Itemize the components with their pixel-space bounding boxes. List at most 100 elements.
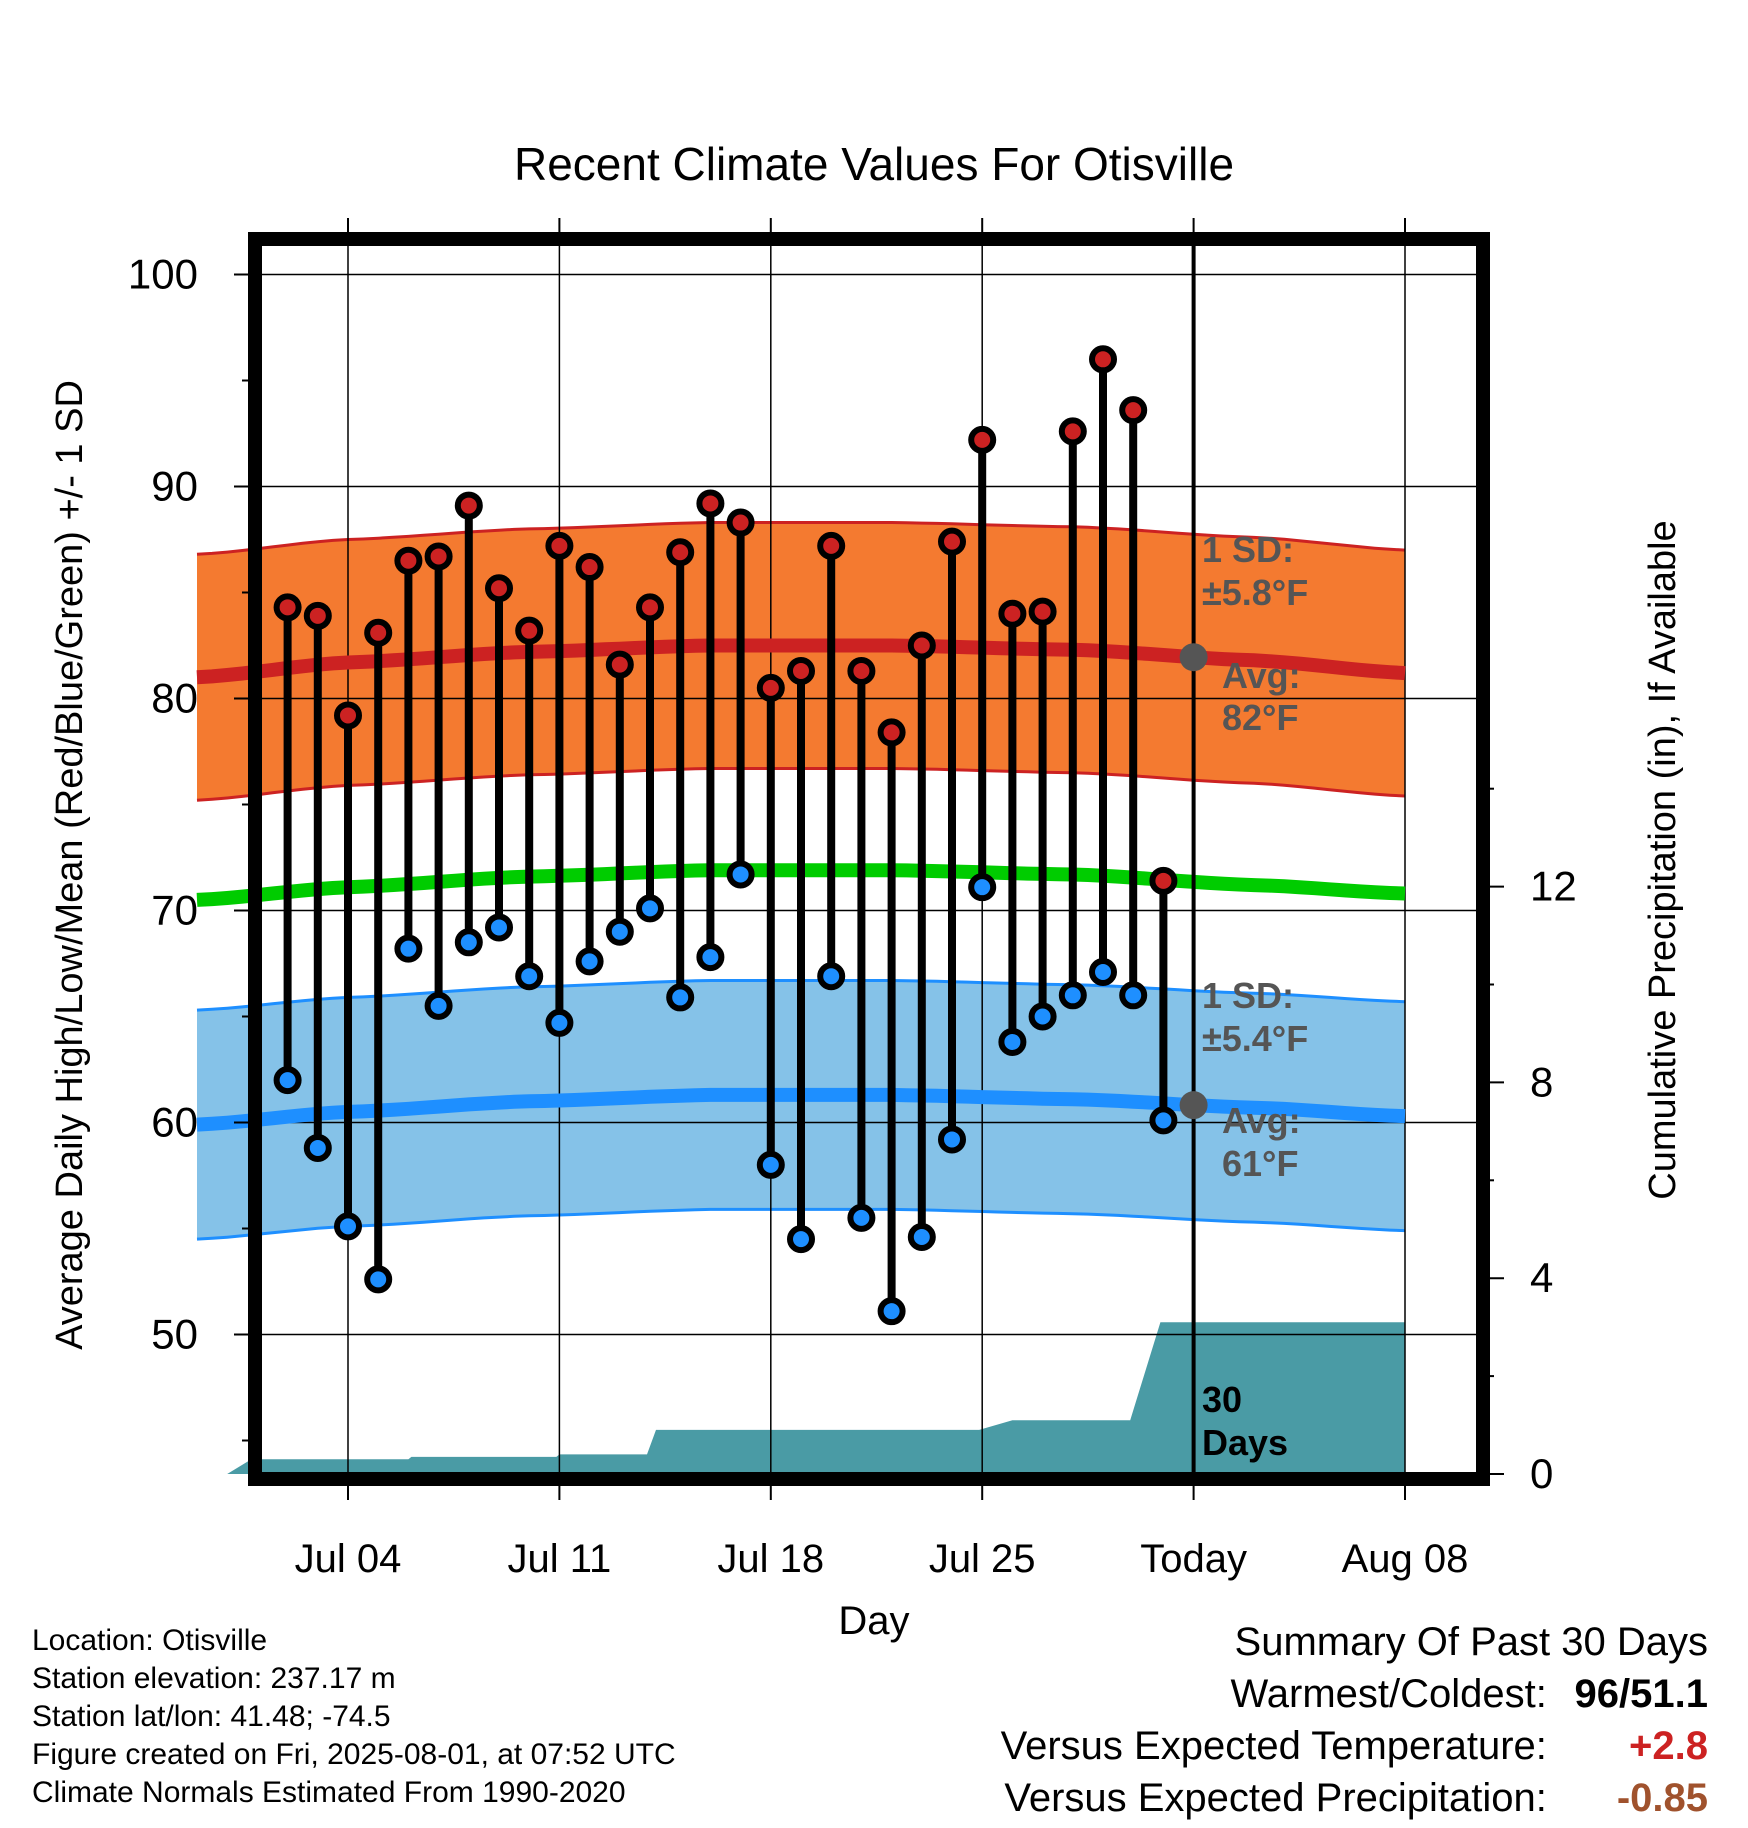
warmest-value: 96	[1574, 1672, 1620, 1716]
y-tick-label: 90	[151, 463, 198, 510]
low-point	[334, 1212, 362, 1241]
high-point	[877, 718, 906, 747]
y-tick-label: 60	[151, 1099, 198, 1146]
precip-anomaly-label: Versus Expected Precipitation:	[1004, 1776, 1547, 1820]
high-point	[1028, 597, 1057, 626]
low-sd-value: ±5.4°F	[1202, 1018, 1308, 1059]
low-point	[938, 1125, 966, 1154]
warmest-coldest-label: Warmest/Coldest:	[1230, 1672, 1547, 1716]
window-label-unit: Days	[1202, 1422, 1288, 1463]
temp-anomaly-label: Versus Expected Temperature:	[1000, 1724, 1547, 1768]
precip-anomaly-value: -0.85	[1616, 1776, 1708, 1820]
low-point	[847, 1203, 876, 1232]
precip-anomaly-row: Versus Expected Precipitation: -0.85	[1001, 1772, 1708, 1824]
high-point	[394, 546, 423, 575]
high-point	[636, 593, 664, 622]
high-sd-value: ±5.8°F	[1202, 572, 1308, 613]
high-point	[1058, 417, 1087, 446]
low-point	[605, 917, 634, 946]
y2-tick-label: 12	[1530, 863, 1577, 910]
high-point	[666, 538, 695, 567]
temp-anomaly-row: Versus Expected Temperature: +2.8	[1001, 1720, 1708, 1772]
high-sd-label: 1 SD:	[1202, 529, 1294, 570]
y-tick-label: 80	[151, 675, 198, 722]
low-point	[998, 1027, 1027, 1056]
high-point	[696, 489, 725, 518]
high-point	[1119, 396, 1148, 425]
window-label-count: 30	[1202, 1379, 1242, 1420]
high-point	[998, 599, 1027, 628]
high-point	[454, 491, 483, 520]
high-point	[273, 593, 302, 622]
daily-points	[273, 345, 1178, 1326]
low-point	[394, 934, 423, 963]
low-point	[666, 983, 695, 1012]
today-low-avg-marker	[1179, 1091, 1208, 1120]
low-point	[907, 1222, 936, 1251]
low-point	[726, 860, 755, 889]
station-info: Location: Otisville Station elevation: 2…	[32, 1622, 676, 1812]
daily-stems	[283, 359, 1168, 1312]
y2-axis-label: Cumulative Precipitation (in), If Availa…	[1642, 520, 1684, 1199]
location-text: Location: Otisville	[32, 1624, 268, 1657]
high-point	[1149, 866, 1178, 895]
high-point	[334, 701, 362, 730]
high-point	[515, 616, 544, 645]
low-point	[1058, 981, 1087, 1010]
summary-title: Summary Of Past 30 Days	[1234, 1620, 1708, 1664]
x-tick-label: Jul 25	[929, 1537, 1036, 1581]
y-axis-label: Average Daily High/Low/Mean (Red/Blue/Gr…	[49, 380, 91, 1350]
precip-area	[197, 1322, 1405, 1474]
created-text: Figure created on Fri, 2025-08-01, at 07…	[32, 1738, 676, 1771]
high-point	[545, 531, 574, 560]
y2-tick-label: 8	[1530, 1058, 1553, 1105]
plot-border	[248, 232, 1490, 1486]
high-point	[817, 531, 846, 560]
low-avg-label: Avg:	[1222, 1100, 1301, 1141]
x-axis-label: Day	[838, 1599, 909, 1643]
x-tick-label: Jul 11	[508, 1537, 612, 1581]
normals-text: Climate Normals Estimated From 1990-2020	[32, 1776, 626, 1809]
x-tick-label: Today	[1140, 1537, 1247, 1581]
low-point	[273, 1066, 302, 1095]
high-point	[938, 527, 966, 556]
summary-panel: Summary Of Past 30 Days Warmest/Coldest:…	[1001, 1616, 1708, 1824]
high-point	[605, 650, 634, 679]
coldest-value: /51.1	[1619, 1672, 1708, 1716]
high-sd-band-upper-edge	[196, 521, 1406, 556]
high-point	[364, 618, 393, 647]
low-point	[1028, 1002, 1057, 1031]
precipitation-area	[197, 1322, 1405, 1474]
high-avg-value: 82°F	[1222, 697, 1298, 738]
temp-anomaly-value: +2.8	[1629, 1724, 1708, 1768]
low-point	[968, 873, 997, 902]
elevation-text: Station elevation: 237.17 m	[32, 1662, 396, 1695]
low-point	[545, 1008, 574, 1037]
y2-tick-label: 0	[1530, 1450, 1553, 1497]
x-tick-label: Jul 04	[295, 1537, 402, 1581]
low-point	[696, 943, 725, 972]
today-high-avg-marker	[1179, 643, 1208, 672]
high-point	[485, 574, 513, 603]
high-point	[726, 508, 755, 537]
low-point	[424, 991, 453, 1020]
low-point	[877, 1297, 906, 1326]
low-point	[756, 1150, 785, 1179]
x-tick-label: Jul 18	[717, 1537, 824, 1581]
plot-frame	[248, 232, 1490, 1486]
x-tick-label: Aug 08	[1342, 1537, 1469, 1581]
low-point	[303, 1133, 332, 1162]
low-point	[575, 947, 604, 976]
high-point	[847, 656, 876, 685]
low-point	[485, 913, 513, 942]
warmest-coldest-value: 96/51.1	[1558, 1668, 1708, 1720]
low-point	[515, 962, 544, 991]
low-point	[454, 928, 483, 957]
low-point	[636, 894, 664, 923]
high-point	[787, 656, 815, 685]
chart-title: Recent Climate Values For Otisville	[514, 138, 1234, 190]
high-point	[575, 553, 604, 582]
low-avg-value: 61°F	[1222, 1143, 1298, 1184]
latlon-text: Station lat/lon: 41.48; -74.5	[32, 1700, 391, 1733]
low-sd-label: 1 SD:	[1202, 975, 1294, 1016]
